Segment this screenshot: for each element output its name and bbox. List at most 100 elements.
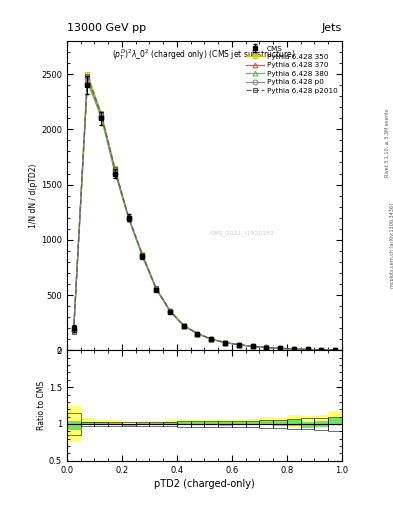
Pythia 6.428 p0: [237, 342, 241, 348]
Pythia 6.428 370: [209, 336, 214, 342]
Bar: [122, 423, 136, 425]
Bar: [287, 419, 301, 429]
Bar: [136, 422, 149, 425]
Bar: [81, 421, 94, 426]
Bar: [218, 420, 232, 426]
Pythia 6.428 350: [292, 346, 296, 352]
Pythia 6.428 350: [85, 71, 90, 77]
Pythia 6.428 p2010: [85, 73, 90, 79]
Legend: CMS, Pythia 6.428 350, Pythia 6.428 370, Pythia 6.428 380, Pythia 6.428 p0, Pyth: CMS, Pythia 6.428 350, Pythia 6.428 370,…: [243, 42, 340, 97]
Bar: [273, 420, 287, 428]
Bar: [246, 422, 259, 425]
Pythia 6.428 350: [319, 347, 324, 353]
Bar: [67, 421, 81, 430]
Bar: [232, 422, 246, 425]
Pythia 6.428 380: [250, 344, 255, 350]
Pythia 6.428 p2010: [305, 346, 310, 352]
Pythia 6.428 370: [237, 342, 241, 348]
Pythia 6.428 350: [278, 345, 283, 351]
Pythia 6.428 p2010: [182, 323, 186, 329]
Pythia 6.428 380: [113, 169, 118, 176]
Pythia 6.428 p2010: [209, 336, 214, 342]
Pythia 6.428 370: [182, 323, 186, 329]
Pythia 6.428 p0: [113, 167, 118, 173]
Bar: [218, 421, 232, 427]
Pythia 6.428 350: [333, 347, 338, 353]
Pythia 6.428 p2010: [292, 346, 296, 352]
Pythia 6.428 350: [250, 343, 255, 349]
Bar: [122, 422, 136, 426]
Text: 13000 GeV pp: 13000 GeV pp: [67, 23, 146, 33]
Pythia 6.428 p2010: [264, 345, 269, 351]
X-axis label: pTD2 (charged-only): pTD2 (charged-only): [154, 479, 255, 489]
Pythia 6.428 370: [264, 345, 269, 351]
Bar: [259, 421, 273, 425]
Bar: [314, 418, 328, 430]
Pythia 6.428 p2010: [222, 339, 227, 346]
Bar: [136, 421, 149, 424]
Pythia 6.428 380: [99, 114, 104, 120]
Pythia 6.428 380: [140, 253, 145, 260]
Pythia 6.428 p0: [140, 252, 145, 259]
Bar: [108, 422, 122, 426]
Pythia 6.428 p0: [222, 339, 227, 346]
Bar: [301, 418, 314, 430]
Bar: [136, 423, 149, 425]
Pythia 6.428 p0: [333, 347, 338, 353]
Pythia 6.428 370: [154, 286, 159, 292]
Pythia 6.428 350: [209, 336, 214, 342]
Pythia 6.428 p2010: [278, 345, 283, 351]
Pythia 6.428 380: [264, 345, 269, 351]
Pythia 6.428 370: [195, 331, 200, 337]
Bar: [191, 422, 204, 425]
Pythia 6.428 p2010: [72, 329, 76, 335]
Bar: [177, 421, 191, 426]
Pythia 6.428 p0: [72, 327, 76, 333]
Pythia 6.428 p0: [264, 345, 269, 351]
Pythia 6.428 380: [127, 216, 131, 222]
Pythia 6.428 p2010: [127, 215, 131, 221]
Bar: [328, 417, 342, 431]
Bar: [259, 417, 273, 424]
Pythia 6.428 370: [127, 215, 131, 221]
Pythia 6.428 p2010: [99, 111, 104, 117]
Pythia 6.428 370: [72, 326, 76, 332]
Bar: [232, 421, 246, 427]
Pythia 6.428 370: [250, 344, 255, 350]
Pythia 6.428 p2010: [250, 344, 255, 350]
Bar: [218, 422, 232, 425]
Bar: [163, 420, 177, 424]
Pythia 6.428 380: [209, 336, 214, 343]
Bar: [108, 422, 122, 424]
Pythia 6.428 380: [305, 347, 310, 353]
Line: Pythia 6.428 350: Pythia 6.428 350: [71, 72, 338, 352]
Pythia 6.428 380: [237, 342, 241, 348]
Pythia 6.428 350: [154, 285, 159, 291]
Bar: [163, 422, 177, 426]
Pythia 6.428 p2010: [333, 347, 338, 353]
Pythia 6.428 p0: [85, 75, 90, 81]
Pythia 6.428 p0: [127, 215, 131, 221]
Bar: [67, 406, 81, 442]
Line: Pythia 6.428 380: Pythia 6.428 380: [71, 79, 338, 352]
Pythia 6.428 380: [154, 286, 159, 292]
Bar: [301, 422, 314, 428]
Pythia 6.428 p0: [250, 344, 255, 350]
Bar: [191, 421, 204, 427]
Pythia 6.428 p0: [154, 286, 159, 292]
Pythia 6.428 350: [195, 330, 200, 336]
Bar: [177, 420, 191, 425]
Pythia 6.428 380: [182, 323, 186, 329]
Pythia 6.428 370: [278, 345, 283, 351]
Bar: [259, 420, 273, 428]
Pythia 6.428 p0: [319, 347, 324, 353]
Text: Jets: Jets: [321, 23, 342, 33]
Pythia 6.428 p2010: [113, 166, 118, 172]
Pythia 6.428 p0: [292, 346, 296, 352]
Pythia 6.428 p0: [168, 308, 173, 314]
Pythia 6.428 p0: [209, 336, 214, 342]
Bar: [204, 421, 218, 427]
Pythia 6.428 350: [305, 346, 310, 352]
Line: Pythia 6.428 p0: Pythia 6.428 p0: [71, 76, 338, 352]
Bar: [108, 420, 122, 423]
